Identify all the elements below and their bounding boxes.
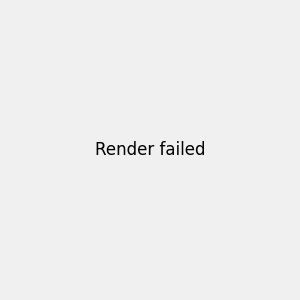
Text: Render failed: Render failed — [95, 141, 205, 159]
